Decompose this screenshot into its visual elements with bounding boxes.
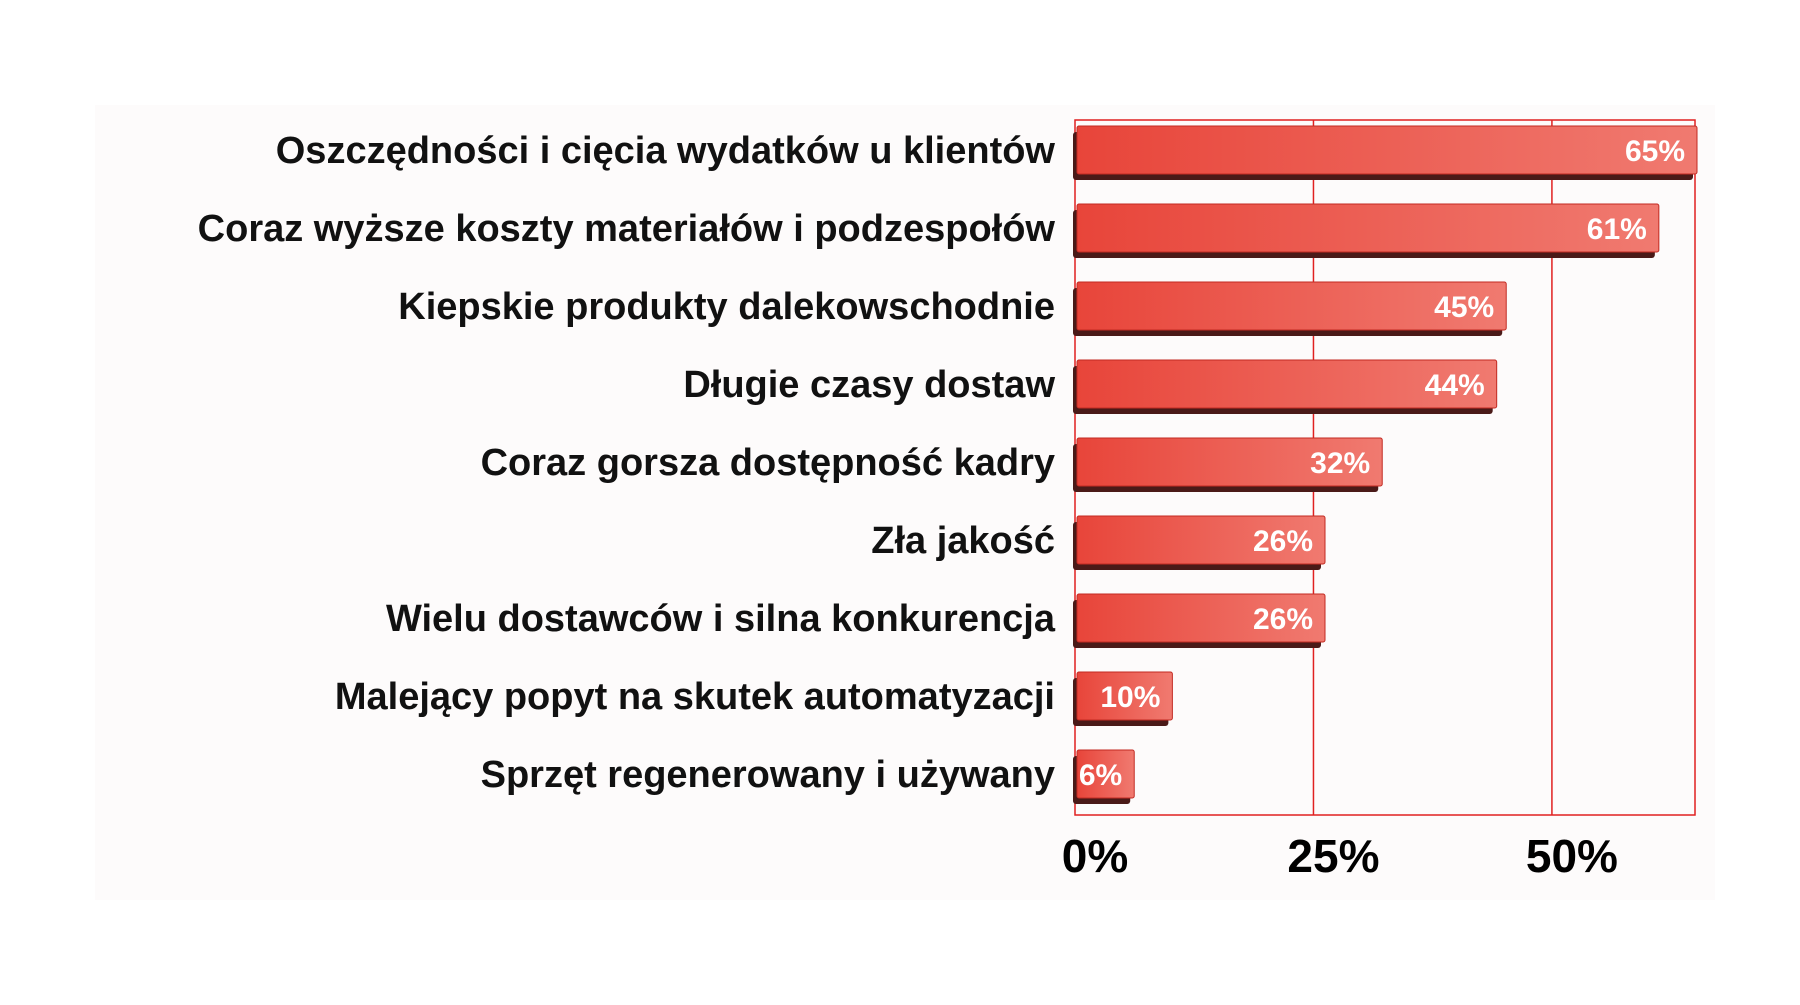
x-tick-label: 0% — [1062, 830, 1128, 882]
bar-group: 10% — [1073, 671, 1173, 726]
category-label: Zła jakość — [871, 520, 1055, 562]
x-axis-tick-labels: 0% 25% 50% — [1062, 830, 1618, 882]
bar — [1076, 281, 1507, 331]
bar — [1076, 515, 1326, 565]
bar-value-label: 61% — [1587, 213, 1647, 246]
bar-value-label: 6% — [1079, 759, 1122, 792]
category-label: Coraz gorsza dostępność kadry — [481, 442, 1055, 484]
bar-group: 6% — [1073, 749, 1135, 804]
bar — [1076, 749, 1135, 799]
bar-group: 65% — [1073, 125, 1698, 180]
bar-group: 61% — [1073, 203, 1660, 258]
bar — [1076, 125, 1698, 175]
bar-group: 44% — [1073, 359, 1498, 414]
category-labels: Oszczędności i cięcia wydatków u klientó… — [198, 130, 1056, 796]
bar-group: 26% — [1073, 593, 1326, 648]
bar — [1076, 593, 1326, 643]
category-label: Oszczędności i cięcia wydatków u klientó… — [276, 130, 1056, 172]
bar-value-label: 32% — [1310, 447, 1370, 480]
bar-value-label: 45% — [1434, 291, 1494, 324]
x-tick-label: 50% — [1526, 830, 1618, 882]
category-label: Sprzęt regenerowany i używany — [481, 754, 1055, 796]
x-tick-label: 25% — [1287, 830, 1379, 882]
category-label: Wielu dostawców i silna konkurencja — [386, 598, 1056, 640]
category-label: Coraz wyższe koszty materiałów i podzesp… — [198, 208, 1056, 250]
bar-value-label: 65% — [1625, 135, 1685, 168]
category-label: Malejący popyt na skutek automatyzacji — [335, 676, 1055, 718]
bar-value-label: 26% — [1253, 525, 1313, 558]
bar-value-label: 10% — [1100, 681, 1160, 714]
bar-value-label: 44% — [1425, 369, 1485, 402]
category-label: Długie czasy dostaw — [683, 364, 1055, 406]
bar-group: 26% — [1073, 515, 1326, 570]
bar — [1076, 437, 1383, 487]
bar-value-label: 26% — [1253, 603, 1313, 636]
bar-group: 32% — [1073, 437, 1383, 492]
category-label: Kiepskie produkty dalekowschodnie — [398, 286, 1055, 328]
bar — [1076, 671, 1173, 721]
bars: 65% 61% 45% 44% 32% 26% 26% 10% 6% — [1073, 125, 1698, 804]
bar — [1076, 203, 1660, 253]
bar — [1076, 359, 1498, 409]
bar-group: 45% — [1073, 281, 1507, 336]
